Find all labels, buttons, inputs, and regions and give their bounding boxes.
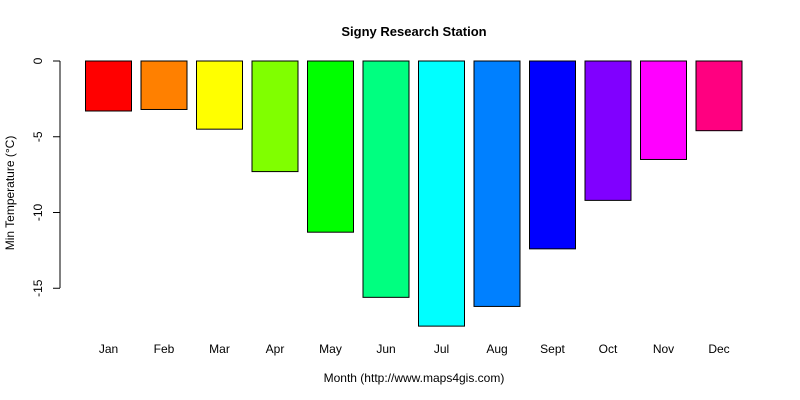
bar-oct [584,60,632,201]
bar-dec [695,60,743,132]
bar-jan [85,60,132,112]
x-tick-label: May [319,342,342,356]
x-tick-label: Jan [99,342,118,356]
bar-jun [362,60,410,298]
x-tick-label: Jun [376,342,395,356]
y-axis: 0 -5 -10 -15 [31,57,61,297]
x-tick-label: Apr [266,342,285,356]
x-tick-labels: Jan Feb Mar Apr May Jun Jul Aug Sept Oct Nov Dec [99,342,730,356]
bar-sept [529,60,576,250]
bar-nov [640,60,687,160]
y-tick-label: 0 [31,57,45,64]
bars-group [85,60,743,327]
x-tick-label: Oct [599,342,618,356]
chart-title: Signy Research Station [341,24,486,39]
x-tick-label: Aug [486,342,507,356]
x-tick-label: Feb [154,342,175,356]
x-axis-label: Month (http://www.maps4gis.com) [324,371,505,385]
y-tick-label: -10 [31,204,45,222]
x-tick-label: Jul [434,342,449,356]
x-tick-label: Mar [209,342,230,356]
bar-apr [251,60,299,173]
x-tick-label: Dec [708,342,729,356]
bar-feb [140,60,188,110]
bar-mar [196,60,243,130]
y-tick-label: -15 [31,279,45,297]
x-tick-label: Nov [653,342,674,356]
x-tick-label: Sept [540,342,565,356]
bar-jul [418,60,465,327]
bar-may [307,60,354,233]
y-tick-label: -5 [31,131,45,142]
y-axis-label: Min Temperature (°C) [3,136,17,251]
bar-aug [473,60,521,307]
